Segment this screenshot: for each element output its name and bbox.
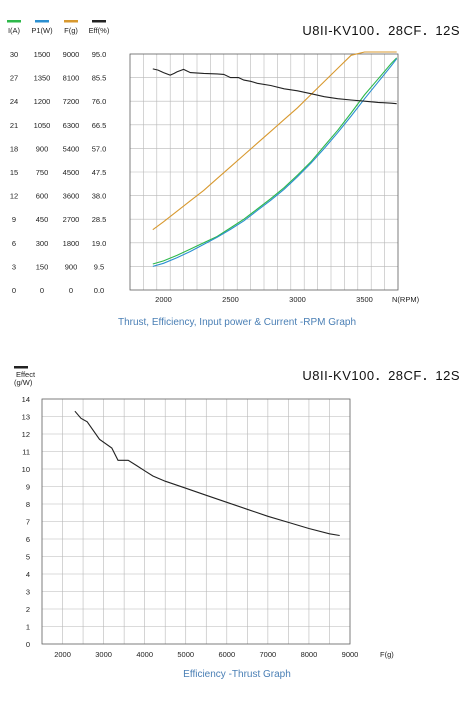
y-tick-label-13: 13 [22,413,30,422]
series-line-I(A) [152,57,398,265]
chart2-model-title: U8II-KV100．28CF．12S [302,368,460,383]
legend-swatch-2 [64,20,78,23]
rpm-chart-panel: U8II-KV100．28CF．12S I(A) P1(W) F(g) Eff(%) 0… [0,0,474,345]
legend-swatch-1 [35,20,49,23]
y-tick-label-2-10: 9000 [63,50,80,59]
y-tick-label-2-8: 7200 [63,97,80,106]
x-tick-label-2: 3000 [289,295,306,304]
y-tick-label-3-10: 95.0 [92,50,107,59]
legend-label-2: F(g) [64,26,78,35]
y-tick-label-6: 6 [26,535,30,544]
y-tick-label-1-8: 1200 [34,97,51,106]
y-tick-label-0-6: 18 [10,144,18,153]
y-tick-label-3-4: 38.0 [92,192,107,201]
y-tick-label-0: 0 [26,640,30,649]
y-tick-label-7: 7 [26,518,30,527]
y-tick-label-2-1: 900 [65,262,78,271]
legend-label-0: I(A) [8,26,21,35]
y-tick-label-3-6: 57.0 [92,144,107,153]
y-tick-label-2-9: 8100 [63,74,80,83]
y-tick-label-9: 9 [26,483,30,492]
rpm-chart-svg: I(A) P1(W) F(g) Eff(%)036912151821242730015… [7,20,420,304]
y-tick-label-0-7: 21 [10,121,18,130]
y-tick-label-1-0: 0 [40,286,44,295]
x-axis-label: F(g) [380,650,394,659]
legend-swatch-3 [92,20,106,23]
chart1-model-title: U8II-KV100．28CF．12S [302,23,460,38]
y-tick-label-0-8: 24 [10,97,18,106]
y-tick-label-3: 3 [26,588,30,597]
y-tick-label-2: 2 [26,605,30,614]
x-tick-label-1: 2500 [222,295,239,304]
y-tick-label-1: 1 [26,623,30,632]
y-tick-label-5: 5 [26,553,30,562]
y-tick-label-3-5: 47.5 [92,168,107,177]
y-tick-label-2-5: 4500 [63,168,80,177]
series-line-Eff(%) [152,68,397,105]
y-tick-label-0-3: 9 [12,215,16,224]
y-tick-label-11: 11 [22,448,30,457]
y-tick-label-0-5: 15 [10,168,18,177]
y-axis-label-line1: Effect [16,370,36,379]
y-tick-label-2-0: 0 [69,286,73,295]
x-tick-label-0: 2000 [155,295,172,304]
y-tick-label-3-2: 19.0 [92,239,107,248]
y-tick-label-3-1: 9.5 [94,262,104,271]
y-tick-label-3-0: 0.0 [94,286,104,295]
y-tick-label-1-1: 150 [36,262,49,271]
y-tick-label-1-3: 450 [36,215,49,224]
x-tick-label-7: 9000 [342,650,359,659]
series-line-effect [74,410,340,537]
y-tick-label-3-7: 66.5 [92,121,107,130]
y-tick-label-4: 4 [26,570,30,579]
y-tick-label-2-3: 2700 [63,215,80,224]
y-tick-label-2-7: 6300 [63,121,80,130]
chart1-caption: Thrust, Efficiency, Input power & Curren… [117,317,357,328]
y-tick-label-8: 8 [26,500,30,509]
y-tick-label-12: 12 [22,430,30,439]
x-tick-label-6: 8000 [301,650,318,659]
y-tick-label-0-4: 12 [10,192,18,201]
y-tick-label-0-9: 27 [10,74,18,83]
y-tick-label-1-2: 300 [36,239,49,248]
plot-frame [129,53,399,291]
legend-swatch-0 [7,20,21,23]
legend-label-3: Eff(%) [89,26,110,35]
y-tick-label-1-7: 1050 [34,121,51,130]
x-tick-label-0: 2000 [54,650,71,659]
y-tick-label-3-3: 28.5 [92,215,107,224]
x-tick-label-4: 6000 [218,650,235,659]
chart2-caption: Efficiency -Thrust Graph [183,669,291,680]
y-tick-label-3-9: 85.5 [92,74,107,83]
series-line-F(g) [152,51,397,231]
legend-label-1: P1(W) [31,26,53,35]
y-tick-label-1-10: 1500 [34,50,51,59]
series-line-P1(W) [152,58,398,267]
legend-swatch-effect [14,366,28,369]
y-tick-label-10: 10 [22,465,30,474]
y-tick-label-1-9: 1350 [34,74,51,83]
y-axis-label-line2: (g/W) [14,378,33,387]
y-tick-label-14: 14 [22,395,30,404]
x-axis-label: N(RPM) [392,295,420,304]
y-tick-label-0-0: 0 [12,286,16,295]
y-tick-label-0-2: 6 [12,239,16,248]
thrust-chart-panel: U8II-KV100．28CF．12S Effect (g/W) 0 1 2 3 4 5 6 7 8… [0,355,474,706]
y-tick-label-1-4: 600 [36,192,49,201]
y-tick-label-0-1: 3 [12,262,16,271]
x-tick-label-1: 3000 [95,650,112,659]
x-tick-label-2: 4000 [136,650,153,659]
y-tick-label-2-4: 3600 [63,192,80,201]
x-tick-label-5: 7000 [260,650,277,659]
y-tick-label-2-2: 1800 [63,239,80,248]
y-tick-label-2-6: 5400 [63,144,80,153]
plot-frame [41,398,351,645]
x-tick-label-3: 3500 [356,295,373,304]
y-tick-label-0-10: 30 [10,50,18,59]
y-tick-label-3-8: 76.0 [92,97,107,106]
y-tick-label-1-6: 900 [36,144,49,153]
x-tick-label-3: 5000 [177,650,194,659]
y-tick-label-1-5: 750 [36,168,49,177]
